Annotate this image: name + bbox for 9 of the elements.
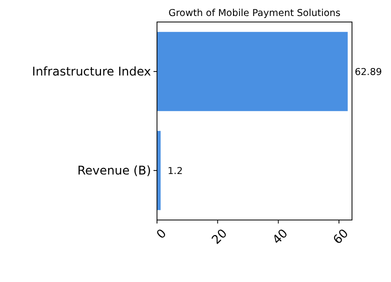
y-tick-label: Revenue (B) [77,164,151,178]
x-tick-label: 20 [209,226,230,247]
x-tick-label: 60 [330,226,352,247]
x-tick-label: 40 [270,226,290,247]
data-label: 62.89 [354,66,382,78]
y-tick-label: Infrastructure Index [32,64,151,79]
chart-title: Growth of Mobile Payment Solutions [168,8,341,19]
x-tick-label: 0 [154,226,170,242]
data-label: 1.2 [168,166,183,177]
